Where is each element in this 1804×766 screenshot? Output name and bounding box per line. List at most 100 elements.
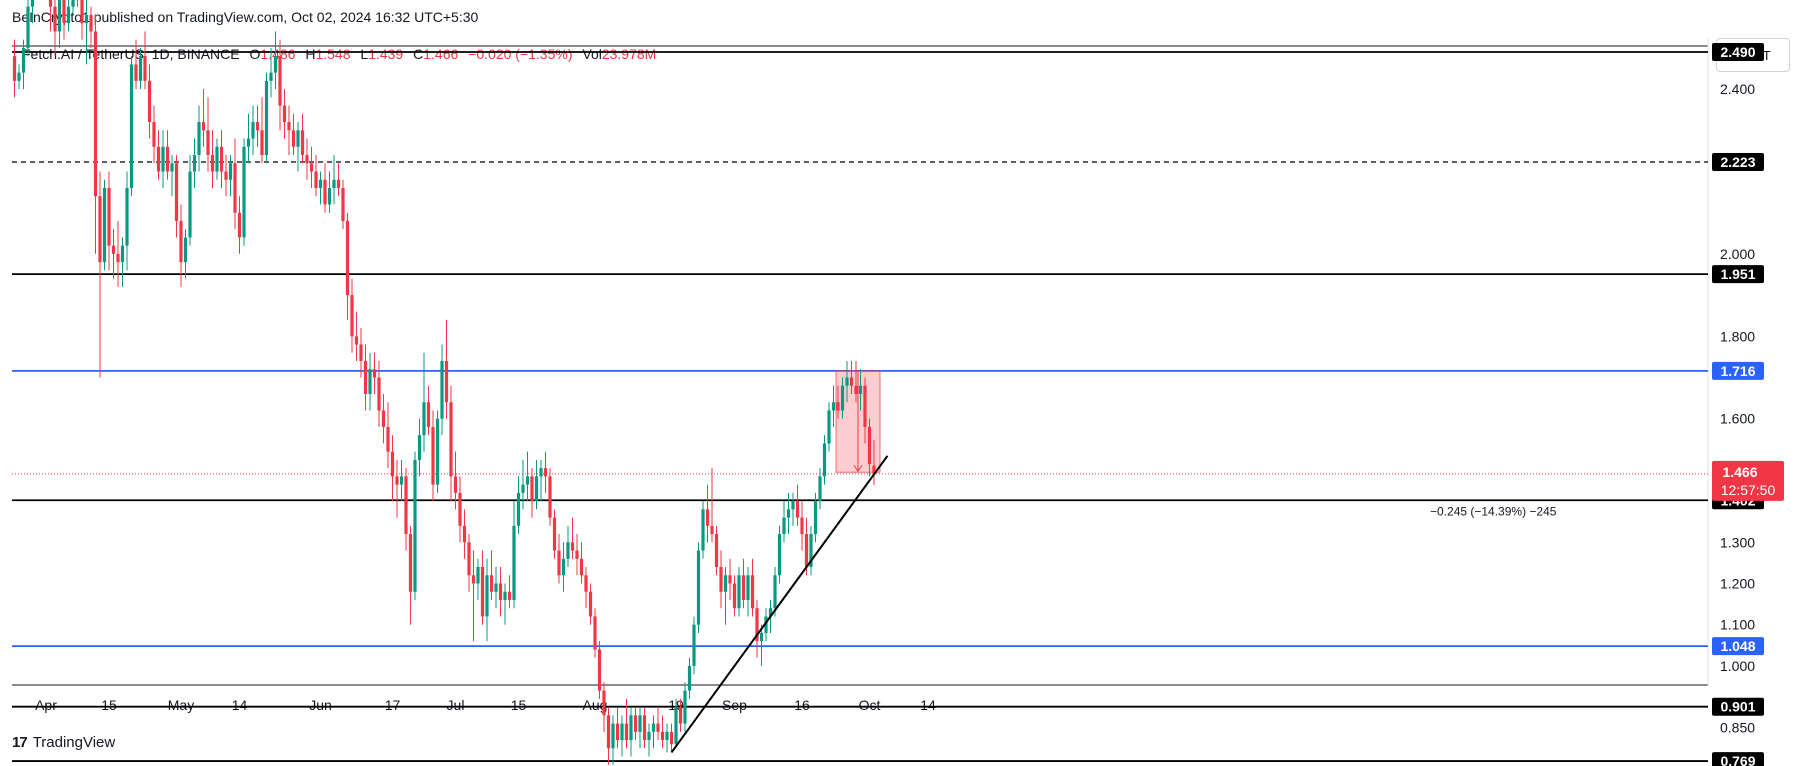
candle-body: [624, 723, 629, 741]
level-tag-bg: [1712, 361, 1764, 380]
candle: [372, 352, 377, 394]
measure-arrow-head: [853, 464, 863, 473]
candle: [174, 155, 179, 238]
candle: [683, 682, 687, 732]
candle-body: [710, 525, 714, 535]
candle-body: [723, 575, 728, 592]
candle-body: [161, 146, 165, 172]
x-tick-label: Sep: [722, 697, 747, 713]
candle-body: [80, 0, 84, 24]
candle-body: [548, 476, 552, 518]
candle-body: [174, 163, 179, 221]
candle: [264, 72, 269, 164]
candle: [836, 385, 840, 419]
candle: [390, 435, 395, 502]
candle-body: [417, 435, 422, 460]
y-tick-label: 1.300: [1720, 534, 1755, 550]
candle: [732, 575, 737, 617]
candle-body: [471, 575, 476, 584]
x-tick-label: Apr: [35, 697, 57, 713]
candle: [530, 468, 534, 518]
candle: [827, 402, 831, 452]
candle: [260, 97, 264, 164]
candle-body: [854, 385, 858, 394]
candle-body: [795, 501, 800, 518]
candle: [440, 344, 444, 436]
candle-body: [620, 723, 624, 741]
candle: [363, 344, 368, 411]
candle: [669, 723, 674, 753]
x-tick-label: 14: [232, 697, 248, 713]
candle: [705, 484, 710, 543]
candle-body: [791, 501, 795, 510]
current-price-tag: 1.466 12:57:50: [1712, 460, 1784, 501]
candle: [512, 501, 516, 609]
candle: [606, 707, 611, 765]
candle: [602, 682, 606, 732]
candle-body: [134, 64, 138, 81]
close-value: 1.466: [423, 46, 459, 62]
candle: [80, 0, 84, 40]
candle: [624, 698, 629, 749]
candle-body: [737, 575, 741, 609]
level-price-tag: 2.223: [1712, 153, 1764, 172]
candle-body: [354, 336, 359, 345]
candle-body: [152, 122, 156, 147]
candle: [561, 542, 566, 592]
candle-body: [183, 237, 188, 263]
candle: [773, 567, 777, 617]
open-label: O: [249, 46, 261, 62]
current-price-bg: [1712, 460, 1784, 501]
candle-body: [476, 567, 480, 584]
candle: [849, 361, 854, 394]
candle-body: [345, 220, 350, 296]
candle-body: [759, 632, 764, 642]
candle: [26, 0, 30, 57]
candle-body: [440, 361, 444, 419]
candle: [485, 558, 489, 642]
candle-body: [584, 575, 588, 592]
candle: [93, 14, 98, 254]
candle-body: [170, 163, 174, 172]
candle: [327, 171, 332, 213]
candle-body: [705, 509, 710, 526]
candle: [116, 220, 120, 287]
candle: [219, 130, 224, 188]
trendline: [670, 455, 889, 754]
candle-body: [840, 385, 845, 411]
candle: [215, 138, 219, 180]
candle-body: [543, 468, 548, 477]
candle-body: [368, 369, 372, 394]
candle: [228, 155, 233, 197]
candle-body: [278, 56, 282, 106]
level-price-tag: 2.490: [1712, 43, 1764, 62]
candle: [404, 468, 408, 551]
candle: [584, 567, 588, 609]
candle: [534, 459, 539, 510]
candle: [246, 113, 251, 164]
y-tick-label: 1.100: [1720, 617, 1755, 633]
candle: [17, 64, 21, 90]
candle: [800, 501, 804, 551]
footer-brand[interactable]: 17 TradingView: [12, 734, 115, 751]
candle-body: [210, 155, 215, 172]
candle: [165, 130, 170, 180]
candle-body: [872, 465, 876, 474]
candle-body: [588, 591, 593, 617]
candle: [678, 698, 683, 732]
candle-body: [71, 0, 75, 7]
candle-body: [422, 402, 426, 436]
candle: [822, 435, 827, 485]
candle-body: [849, 377, 854, 386]
candle-body: [426, 402, 431, 427]
candle-body: [125, 187, 129, 246]
candle-body: [327, 187, 332, 205]
y-tick-label: 1.200: [1720, 576, 1755, 592]
candle-body: [453, 476, 458, 493]
candle: [813, 492, 818, 543]
candle: [579, 542, 584, 584]
candle: [305, 138, 309, 180]
candle-body: [143, 56, 147, 81]
candle: [291, 113, 296, 156]
